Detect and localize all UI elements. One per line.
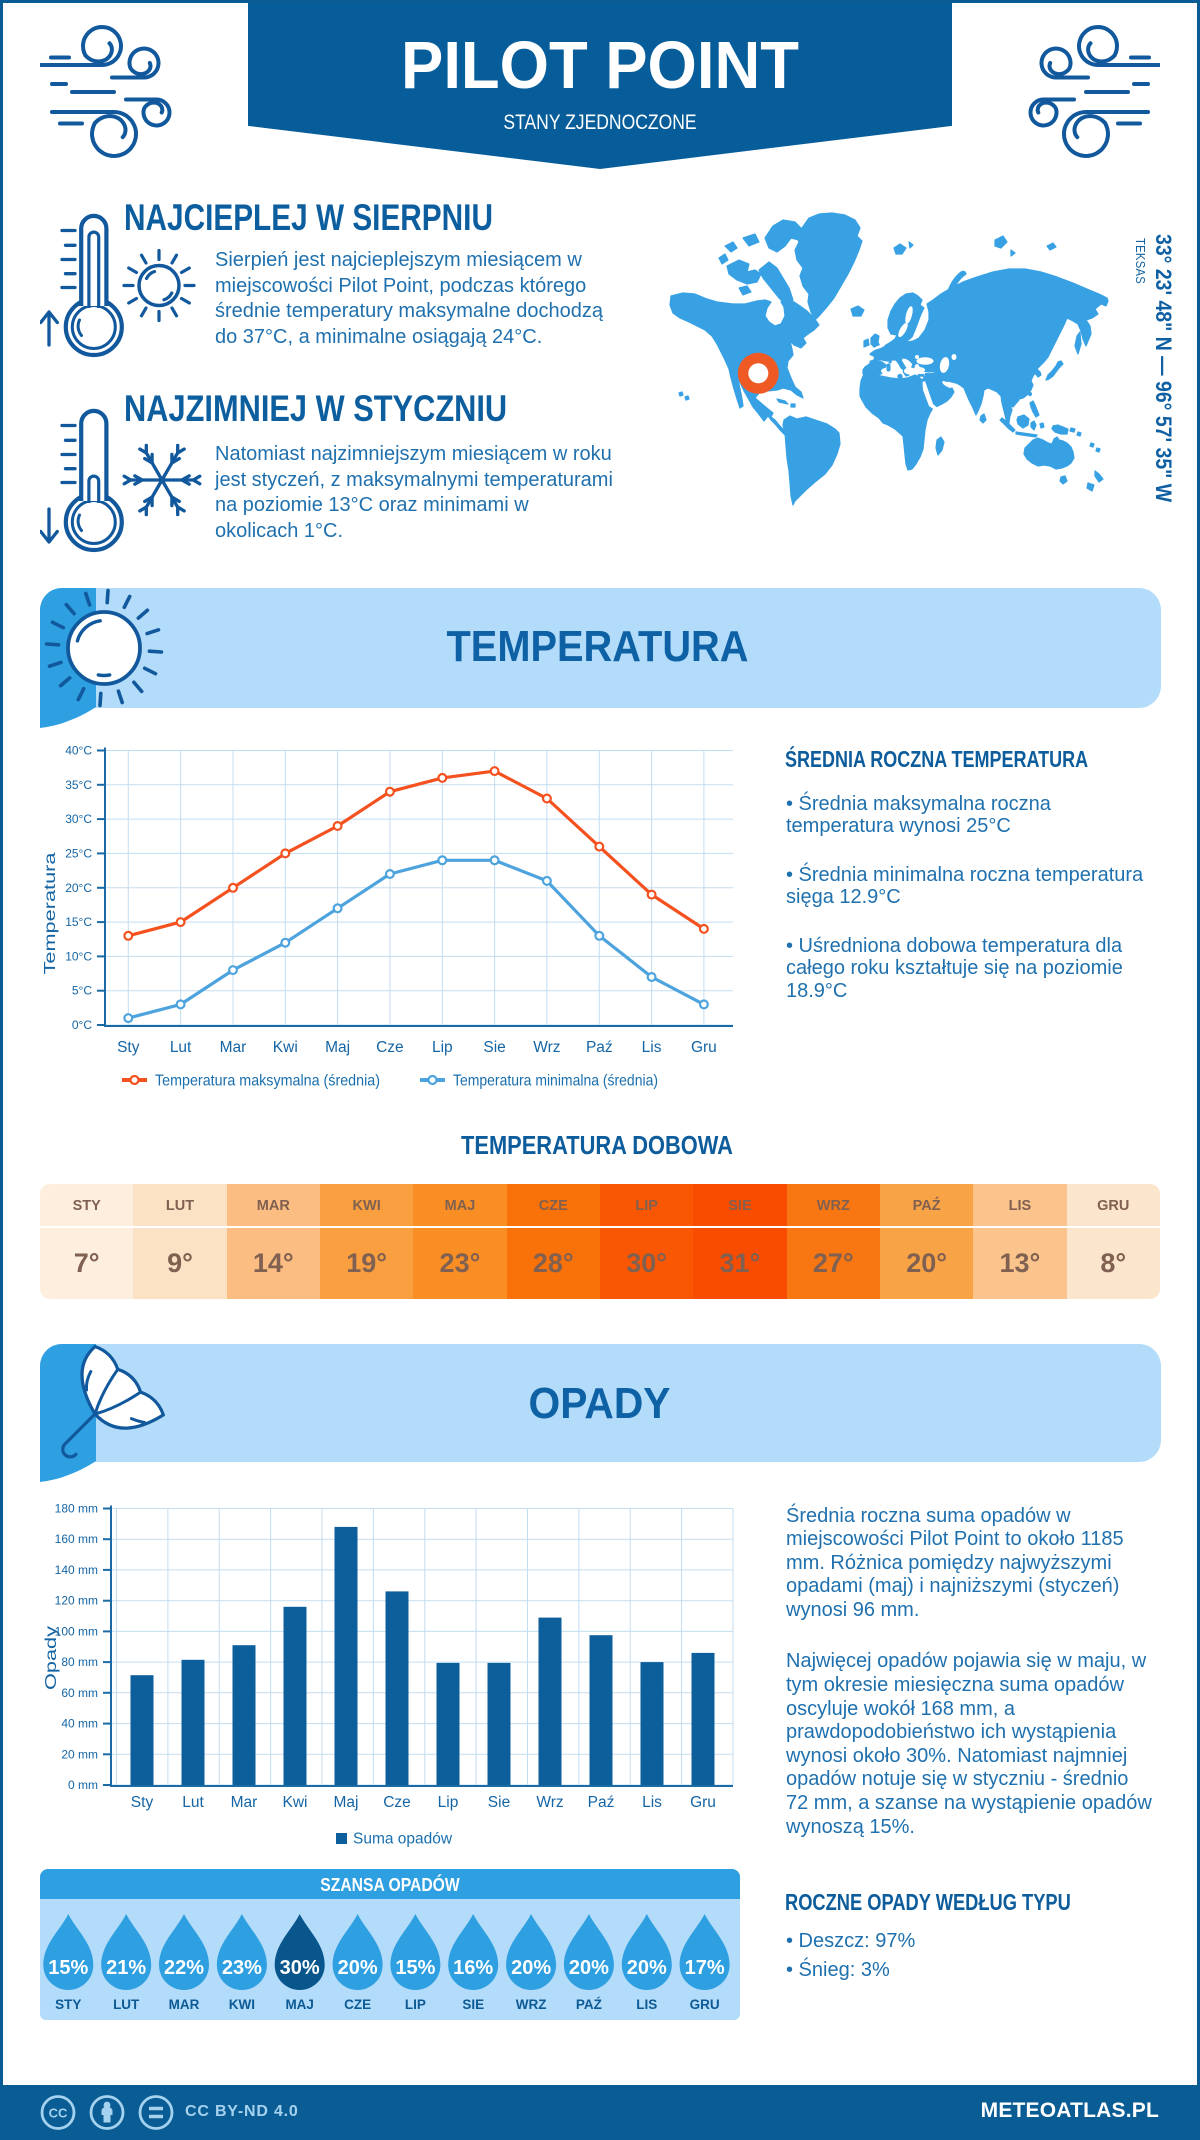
svg-text:Lis: Lis — [642, 1039, 662, 1056]
svg-text:Suma opadów: Suma opadów — [353, 1831, 453, 1848]
svg-text:20 mm: 20 mm — [61, 1747, 98, 1761]
svg-text:Lip: Lip — [438, 1794, 459, 1811]
svg-text:100 mm: 100 mm — [55, 1624, 98, 1638]
svg-text:Temperatura maksymalna (średni: Temperatura maksymalna (średnia) — [155, 1073, 380, 1090]
svg-text:35°C: 35°C — [65, 778, 92, 792]
svg-text:80 mm: 80 mm — [61, 1655, 98, 1669]
svg-text:Sty: Sty — [117, 1039, 140, 1056]
svg-text:KWI: KWI — [229, 1997, 255, 2012]
svg-text:GRU: GRU — [690, 1997, 720, 2012]
svg-text:CC: CC — [49, 2106, 68, 2121]
svg-text:Lip: Lip — [432, 1039, 453, 1056]
svg-text:PAŹ: PAŹ — [576, 1997, 602, 2012]
svg-text:Sie: Sie — [488, 1794, 510, 1811]
svg-text:Cze: Cze — [383, 1794, 411, 1811]
svg-text:MAR: MAR — [169, 1997, 200, 2012]
svg-text:160 mm: 160 mm — [55, 1532, 98, 1546]
svg-text:Wrz: Wrz — [533, 1039, 560, 1056]
svg-text:10°C: 10°C — [65, 949, 92, 963]
svg-text:Cze: Cze — [376, 1039, 404, 1056]
svg-text:140 mm: 140 mm — [55, 1563, 98, 1577]
svg-text:21%: 21% — [106, 1957, 146, 1979]
svg-text:120 mm: 120 mm — [55, 1594, 98, 1608]
svg-text:60 mm: 60 mm — [61, 1686, 98, 1700]
svg-text:20%: 20% — [511, 1957, 551, 1979]
svg-text:Mar: Mar — [220, 1039, 247, 1056]
svg-text:Mar: Mar — [231, 1794, 258, 1811]
svg-text:Temperatura: Temperatura — [42, 852, 59, 974]
svg-text:LIP: LIP — [405, 1997, 426, 2012]
svg-text:Sty: Sty — [131, 1794, 154, 1811]
svg-text:WRZ: WRZ — [516, 1997, 547, 2012]
svg-text:STY: STY — [55, 1997, 81, 2012]
svg-text:Gru: Gru — [690, 1794, 716, 1811]
svg-text:LIS: LIS — [636, 1997, 657, 2012]
svg-text:17%: 17% — [685, 1957, 725, 1979]
svg-text:LUT: LUT — [113, 1997, 140, 2012]
svg-text:20%: 20% — [569, 1957, 609, 1979]
svg-text:Lis: Lis — [642, 1794, 662, 1811]
svg-text:0 mm: 0 mm — [68, 1778, 98, 1792]
svg-text:23%: 23% — [222, 1957, 262, 1979]
svg-text:Temperatura minimalna (średnia: Temperatura minimalna (średnia) — [453, 1073, 658, 1090]
svg-text:CZE: CZE — [344, 1997, 371, 2012]
svg-text:20%: 20% — [627, 1957, 667, 1979]
svg-text:Maj: Maj — [334, 1794, 359, 1811]
svg-text:180 mm: 180 mm — [55, 1502, 98, 1516]
svg-text:30%: 30% — [280, 1957, 320, 1979]
svg-text:Kwi: Kwi — [283, 1794, 308, 1811]
svg-text:Kwi: Kwi — [273, 1039, 298, 1056]
svg-text:Wrz: Wrz — [536, 1794, 563, 1811]
svg-text:20°C: 20°C — [65, 881, 92, 895]
svg-text:Lut: Lut — [182, 1794, 204, 1811]
svg-text:Sie: Sie — [483, 1039, 505, 1056]
svg-text:16%: 16% — [453, 1957, 493, 1979]
svg-text:15%: 15% — [395, 1957, 435, 1979]
svg-text:Paź: Paź — [588, 1794, 615, 1811]
svg-text:Paź: Paź — [586, 1039, 613, 1056]
svg-text:40 mm: 40 mm — [61, 1717, 98, 1731]
svg-text:40°C: 40°C — [65, 744, 92, 758]
svg-text:22%: 22% — [164, 1957, 204, 1979]
svg-text:5°C: 5°C — [72, 984, 92, 998]
svg-text:0°C: 0°C — [72, 1018, 92, 1032]
svg-text:Opady: Opady — [43, 1626, 60, 1690]
svg-text:SIE: SIE — [462, 1997, 484, 2012]
svg-text:15°C: 15°C — [65, 915, 92, 929]
svg-text:25°C: 25°C — [65, 846, 92, 860]
svg-text:Gru: Gru — [691, 1039, 717, 1056]
svg-text:15%: 15% — [48, 1957, 88, 1979]
svg-text:20%: 20% — [338, 1957, 378, 1979]
svg-text:MAJ: MAJ — [285, 1997, 314, 2012]
svg-text:Lut: Lut — [170, 1039, 192, 1056]
svg-text:Maj: Maj — [325, 1039, 350, 1056]
svg-text:30°C: 30°C — [65, 812, 92, 826]
